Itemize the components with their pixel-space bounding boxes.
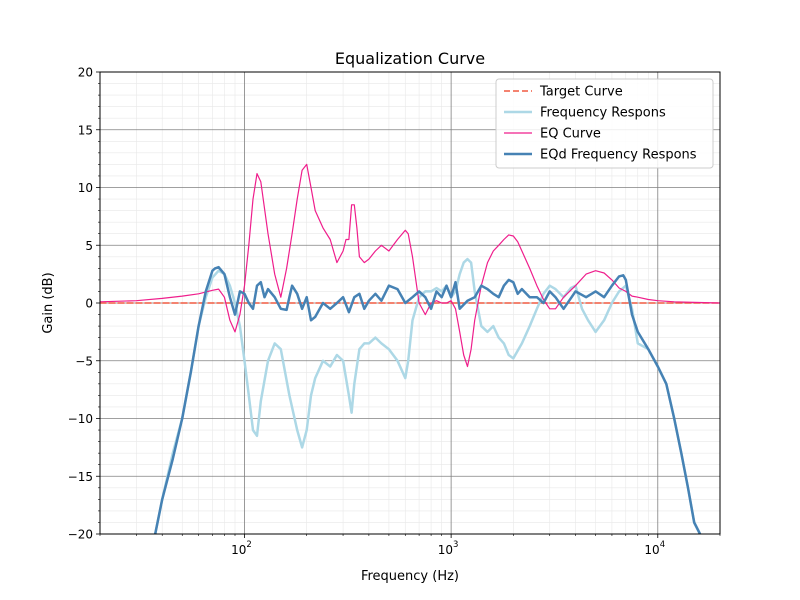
y-tick-label: 5 <box>85 239 93 253</box>
y-tick-label: 10 <box>78 181 93 195</box>
legend: Target Curve Frequency Respons EQ Curve EQd… <box>495 78 714 169</box>
series-line-eq-curve <box>100 163 720 368</box>
x-tick-exponent: 2 <box>246 540 251 550</box>
y-tick-label: −15 <box>68 470 93 484</box>
y-tick-label: −20 <box>68 528 93 542</box>
x-axis-label: Frequency (Hz) <box>361 569 459 584</box>
legend-label-eq-curve: EQ Curve <box>540 127 601 142</box>
x-tick-label: 103 <box>438 540 459 557</box>
x-tick-label: 102 <box>231 540 252 557</box>
chart-title: Equalization Curve <box>335 49 485 68</box>
legend-box <box>495 78 714 169</box>
y-tick-label: 20 <box>78 66 93 80</box>
x-tick-exponent: 3 <box>453 540 458 550</box>
y-axis-label: Gain (dB) <box>41 272 56 333</box>
y-tick-label: −10 <box>68 412 93 426</box>
y-tick-label: 15 <box>78 123 93 137</box>
x-tick-label: 104 <box>644 540 665 557</box>
plot-lines <box>100 163 720 534</box>
x-tick-exponent: 4 <box>660 540 665 550</box>
legend-label-eqd-frequency-respons: EQd Frequency Respons <box>540 148 697 163</box>
y-tick-label: −5 <box>75 354 93 368</box>
y-tick-label: 0 <box>85 297 93 311</box>
legend-label-target-curve: Target Curve <box>539 85 623 100</box>
legend-label-frequency-respons: Frequency Respons <box>540 106 666 121</box>
series-line-eqd-frequency-respons <box>153 265 702 534</box>
